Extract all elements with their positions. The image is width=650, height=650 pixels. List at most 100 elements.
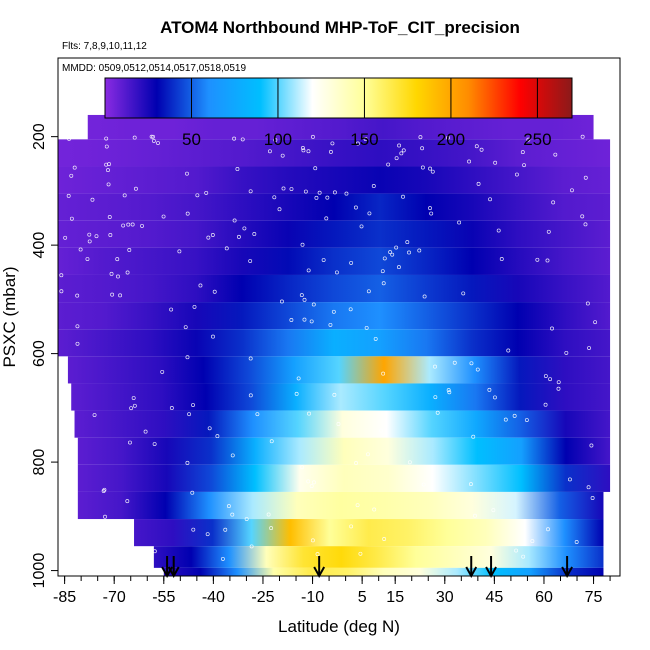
sample-marker [289,187,294,191]
sample-marker [281,186,286,191]
sample-marker [161,214,166,219]
sample-marker [129,406,134,411]
sample-marker [306,149,311,154]
sample-marker [125,270,130,275]
x-tick-label: -25 [251,589,274,606]
sample-marker [372,507,377,512]
flights-subtitle: Flts: 7,8,9,10,11,12 [62,41,147,52]
sample-marker [273,138,278,143]
sample-marker [127,248,132,252]
profile-arrow-head [465,566,478,579]
sample-marker [313,166,318,171]
sample-marker [187,412,192,417]
sample-marker [294,391,299,396]
colorbar-tick-label: 200 [437,130,465,149]
sample-marker [107,215,112,219]
sample-marker [132,135,137,140]
sample-marker [422,294,427,299]
sample-marker [248,356,253,361]
sample-marker [277,207,282,212]
sample-marker [330,141,335,146]
sample-marker [556,380,561,385]
sample-marker [122,193,127,198]
x-tick-label: -55 [152,589,175,606]
sample-marker [487,387,492,392]
sample-marker [183,325,188,330]
sample-marker [207,426,212,431]
sample-marker [132,403,137,408]
sample-marker [428,166,433,171]
sample-marker [248,393,253,398]
sample-marker [212,289,217,294]
sample-marker [332,392,337,397]
sample-marker [479,147,484,152]
sample-marker [236,234,241,239]
sample-marker [190,490,195,495]
sample-marker [310,134,315,139]
sample-marker [121,223,126,228]
x-tick-label: -40 [202,589,225,606]
heatmap-layer [87,114,594,140]
x-tick-label: -70 [103,589,126,606]
sample-marker [302,317,307,322]
mmdd-annotation: MMDD: 0509,0512,0514,0517,0518,0519 [62,63,246,74]
sample-marker [303,189,308,194]
heatmap-layer [163,567,604,576]
sample-marker [580,214,585,219]
sample-marker [524,418,529,422]
sample-marker [367,211,372,216]
sample-marker [116,274,120,279]
sample-marker [396,265,401,270]
sample-marker [348,307,353,312]
sample-marker [430,169,435,174]
sample-marker [106,168,110,173]
sample-marker [104,162,109,167]
sample-marker [311,302,316,307]
sample-marker [160,369,165,374]
sample-marker [211,334,215,339]
sample-marker [512,413,517,418]
sample-marker [110,292,115,297]
sample-marker [300,465,305,470]
sample-marker [87,232,92,237]
chart-title: ATOM4 Northbound MHP-ToF_CIT_precision [160,18,520,37]
sample-marker [249,544,254,549]
sample-marker [358,551,363,556]
sample-marker [514,172,519,177]
sample-marker [355,141,360,146]
sample-marker [269,526,274,531]
sample-marker [177,249,182,254]
y-tick-label: 200 [31,123,48,150]
colorbar-tick-label: 150 [350,130,378,149]
x-tick-label: 5 [358,589,367,606]
sample-marker [325,195,330,200]
sample-marker [185,355,190,360]
sample-marker [355,503,360,508]
sample-marker [108,233,113,237]
heatmap-layer [77,491,604,520]
sample-marker [520,150,525,155]
colorbar-tick-label: 50 [182,130,201,149]
sample-marker [59,289,64,294]
sample-marker [101,489,106,493]
sample-marker [506,348,511,353]
sample-marker [151,138,156,143]
profile-arrow-head [561,566,573,579]
sample-marker [140,223,144,228]
sample-marker [474,144,479,149]
x-tick-label: -10 [301,589,324,606]
heatmap-layer [58,193,611,221]
heatmap-layer [58,274,611,303]
sample-marker [363,136,368,141]
sample-marker [248,259,253,263]
sample-marker [306,268,311,273]
profile-arrow-head [167,566,180,579]
sample-marker [488,197,493,202]
sample-marker [296,376,301,381]
sample-marker [564,350,569,355]
sample-marker [152,549,157,554]
sample-marker [255,412,260,417]
sample-marker [407,460,412,465]
y-axis: 200 400 600 800 1000 [31,123,58,588]
